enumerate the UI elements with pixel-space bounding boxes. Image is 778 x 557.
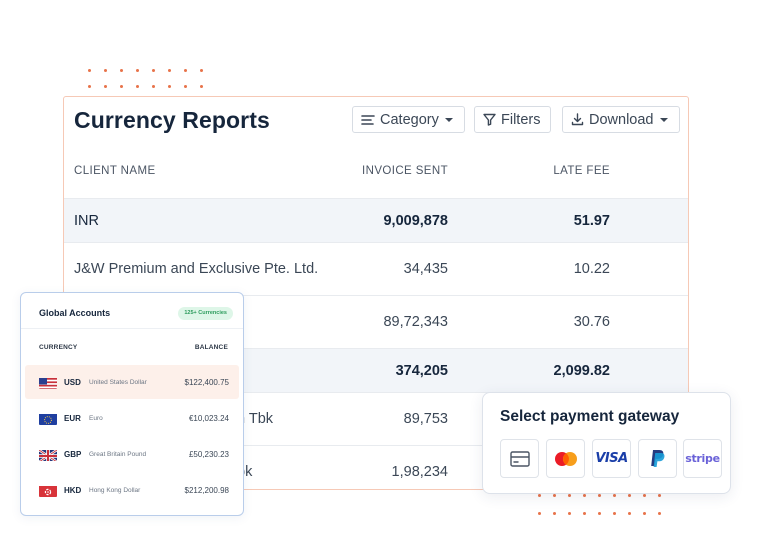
account-row-usd[interactable]: USD United States Dollar $122,400.75 xyxy=(25,365,239,399)
cell-invoice: 9,009,878 xyxy=(383,212,448,229)
column-header-client[interactable]: CLIENT NAME xyxy=(74,165,156,177)
cell-invoice: 34,435 xyxy=(403,261,448,277)
cell-late-fee: 51.97 xyxy=(573,212,610,229)
paypal-icon xyxy=(650,450,665,467)
currency-name: United States Dollar xyxy=(89,379,147,386)
card-icon xyxy=(509,450,530,467)
cell-late-fee: 2,099.82 xyxy=(553,362,610,379)
accounts-title: Global Accounts xyxy=(39,308,111,318)
us-flag-icon xyxy=(39,377,57,389)
payment-gateway-card: Select payment gateway VISA stripe xyxy=(482,392,731,494)
currency-balance: $212,200.98 xyxy=(184,486,230,495)
download-label: Download xyxy=(589,111,654,128)
uk-flag-icon xyxy=(39,449,57,461)
global-accounts-card: Global Accounts 125+ Currencies CURRENCY… xyxy=(20,292,244,516)
cell-client: n Tbk xyxy=(237,411,274,427)
mastercard-gateway-button[interactable] xyxy=(546,439,585,478)
visa-logo: VISA xyxy=(595,451,628,466)
currency-code: HKD xyxy=(64,486,82,495)
column-header-balance: BALANCE xyxy=(194,344,228,351)
currencies-badge: 125+ Currencies xyxy=(178,307,233,320)
page-title: Currency Reports xyxy=(74,107,270,133)
payment-gateway-title: Select payment gateway xyxy=(500,408,680,425)
divider xyxy=(21,328,243,329)
eu-flag-icon xyxy=(39,413,57,425)
category-dropdown[interactable]: Category xyxy=(352,106,465,133)
caret-down-icon xyxy=(444,117,453,122)
paypal-gateway-button[interactable] xyxy=(638,439,677,478)
category-label: Category xyxy=(380,111,439,128)
stripe-logo: stripe xyxy=(685,452,720,465)
column-header-late-fee[interactable]: LATE FEE xyxy=(553,165,610,177)
download-icon xyxy=(571,113,584,126)
cell-late-fee: 10.22 xyxy=(573,261,610,277)
cell-invoice: 89,753 xyxy=(403,411,448,427)
filters-button[interactable]: Filters xyxy=(474,106,551,133)
currency-name: Hong Kong Dollar xyxy=(89,487,141,494)
card-gateway-button[interactable] xyxy=(500,439,539,478)
currency-code: USD xyxy=(64,378,81,387)
currency-balance: €10,023.24 xyxy=(188,414,229,423)
cell-late-fee: 30.76 xyxy=(573,314,610,330)
currency-name: Euro xyxy=(89,415,103,422)
decorative-dot-grid-bottom xyxy=(538,494,661,515)
table-header: CLIENT NAME INVOICE SENT LATE FEE xyxy=(64,165,688,191)
cell-invoice: 1,98,234 xyxy=(391,464,448,480)
filters-label: Filters xyxy=(501,111,541,128)
currency-balance: $122,400.75 xyxy=(184,378,230,387)
hk-flag-icon xyxy=(39,485,57,497)
decorative-dot-grid-top xyxy=(88,69,203,88)
account-row-gbp[interactable]: GBP Great Britain Pound £50,230.23 xyxy=(25,437,239,471)
column-header-currency: CURRENCY xyxy=(39,344,78,351)
currency-code: GBP xyxy=(64,450,82,459)
download-dropdown[interactable]: Download xyxy=(562,106,680,133)
table-row[interactable]: INR 9,009,878 51.97 xyxy=(64,198,688,242)
account-row-hkd[interactable]: HKD Hong Kong Dollar $212,200.98 xyxy=(25,473,239,507)
cell-client: INR xyxy=(74,212,99,229)
currency-code: EUR xyxy=(64,414,81,423)
cell-invoice: 89,72,343 xyxy=(383,314,448,330)
table-row[interactable]: 89,72,343 30.76 xyxy=(64,295,688,348)
lines-icon xyxy=(361,114,375,125)
account-row-eur[interactable]: EUR Euro €10,023.24 xyxy=(25,401,239,435)
currency-name: Great Britain Pound xyxy=(89,451,147,458)
cell-client: J&W Premium and Exclusive Pte. Ltd. xyxy=(74,261,319,277)
caret-down-icon xyxy=(659,117,668,122)
table-row[interactable]: J&W Premium and Exclusive Pte. Ltd. 34,4… xyxy=(64,242,688,295)
column-header-invoice[interactable]: INVOICE SENT xyxy=(362,165,448,177)
visa-gateway-button[interactable]: VISA xyxy=(592,439,631,478)
table-row[interactable]: n Tbk 89,753 xyxy=(64,392,688,445)
cell-invoice: 374,205 xyxy=(395,362,448,379)
currency-balance: £50,230.23 xyxy=(188,450,229,459)
filter-icon xyxy=(483,113,496,126)
stripe-gateway-button[interactable]: stripe xyxy=(683,439,722,478)
mastercard-icon xyxy=(554,451,577,466)
